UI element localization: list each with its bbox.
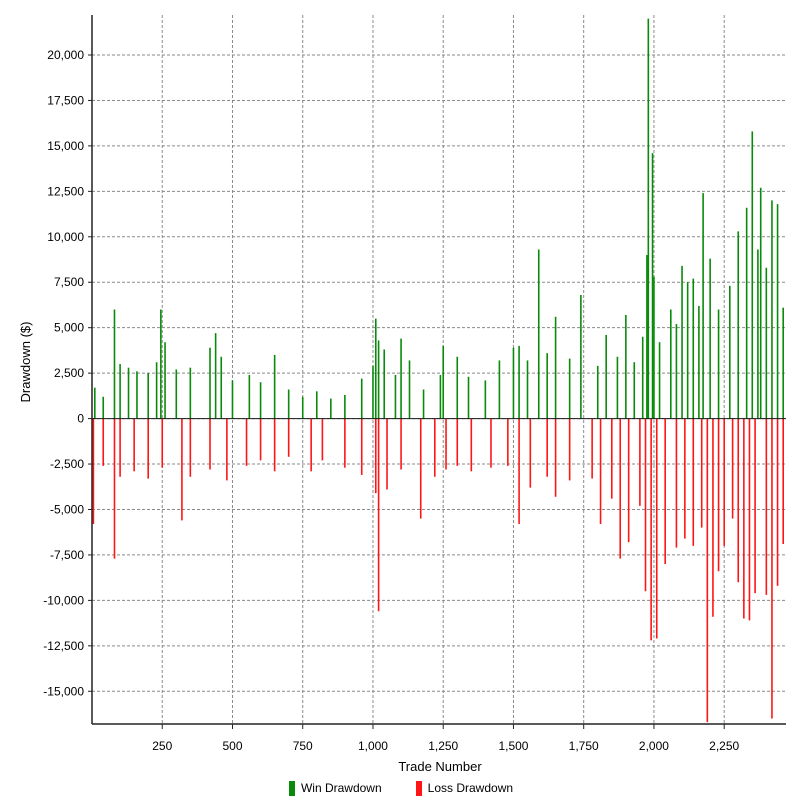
legend: Win Drawdown Loss Drawdown <box>0 778 802 798</box>
y-tick-label-3: 12,500 <box>47 184 84 198</box>
legend-item-win[interactable]: Win Drawdown <box>288 780 382 796</box>
x-tick-labels: 250 500 750 1,000 1,250 1,500 1,750 2,000 2,250 <box>152 724 740 753</box>
y-tick-label-6: 5,000 <box>54 321 84 335</box>
y-tick-label-2: 15,000 <box>47 139 84 153</box>
axes <box>91 15 786 725</box>
y-tick-label-7: 2,500 <box>54 366 84 380</box>
y-tick-label-8: 0 <box>77 412 84 426</box>
y-tick-label-5: 7,500 <box>54 275 84 289</box>
x-tick-label-0: 250 <box>152 739 172 753</box>
x-tick-label-7: 2,000 <box>639 739 669 753</box>
x-tick-label-5: 1,500 <box>498 739 528 753</box>
x-tick-label-1: 500 <box>222 739 242 753</box>
legend-item-loss[interactable]: Loss Drawdown <box>415 780 514 796</box>
loss-drawdown-bars <box>92 418 784 723</box>
y-tick-label-9: -2,500 <box>50 457 84 471</box>
y-tick-label-10: -5,000 <box>50 502 84 516</box>
win-drawdown-bars <box>94 18 784 419</box>
y-tick-label-4: 10,000 <box>47 230 84 244</box>
y-tick-label-0: 20,000 <box>47 48 84 62</box>
legend-swatch-win <box>288 780 295 796</box>
x-tick-label-3: 1,000 <box>358 739 388 753</box>
legend-label-loss: Loss Drawdown <box>427 781 514 795</box>
y-axis-title: Drawdown ($) <box>18 322 33 403</box>
y-tick-label-1: 17,500 <box>47 93 84 107</box>
y-tick-label-14: -15,000 <box>43 684 84 698</box>
y-tick-labels: 20,000 17,500 15,000 12,500 10,000 7,500 5,000… <box>43 48 92 698</box>
x-tick-label-2: 750 <box>293 739 313 753</box>
y-tick-label-13: -12,500 <box>43 639 84 653</box>
legend-swatch-loss <box>415 780 422 796</box>
x-tick-label-4: 1,250 <box>428 739 458 753</box>
y-tick-label-12: -10,000 <box>43 593 84 607</box>
x-tick-label-8: 2,250 <box>709 739 739 753</box>
x-axis-title: Trade Number <box>398 759 482 774</box>
x-tick-label-6: 1,750 <box>569 739 599 753</box>
legend-label-win: Win Drawdown <box>300 781 382 795</box>
y-tick-label-11: -7,500 <box>50 548 84 562</box>
